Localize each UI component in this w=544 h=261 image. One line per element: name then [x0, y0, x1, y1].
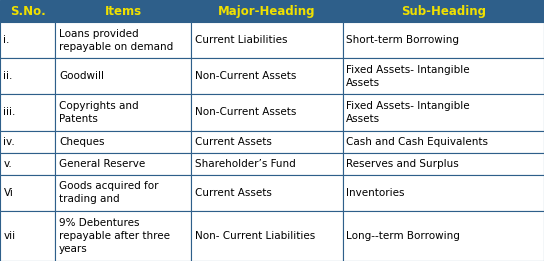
Bar: [0, 130, 55, 153]
Bar: [191, 175, 343, 211]
Bar: [343, 153, 544, 175]
Text: Major-Heading: Major-Heading: [218, 4, 316, 17]
Text: Non-Current Assets: Non-Current Assets: [195, 108, 296, 117]
Bar: [191, 94, 343, 130]
Text: v.: v.: [3, 159, 13, 169]
Text: 9% Debentures
repayable after three
years: 9% Debentures repayable after three year…: [59, 218, 170, 254]
Text: Items: Items: [105, 4, 142, 17]
Text: Current Liabilities: Current Liabilities: [195, 35, 287, 45]
Bar: [191, 130, 343, 153]
Bar: [0, 175, 55, 211]
Text: Short-term Borrowing: Short-term Borrowing: [346, 35, 459, 45]
Text: Shareholder’s Fund: Shareholder’s Fund: [195, 159, 295, 169]
Text: General Reserve: General Reserve: [59, 159, 145, 169]
Bar: [191, 211, 343, 261]
Bar: [343, 94, 544, 130]
Text: Goods acquired for
trading and: Goods acquired for trading and: [59, 181, 158, 204]
Bar: [55, 153, 191, 175]
Text: Long--term Borrowing: Long--term Borrowing: [346, 231, 460, 241]
Text: Non- Current Liabilities: Non- Current Liabilities: [195, 231, 315, 241]
Text: Current Assets: Current Assets: [195, 188, 272, 198]
Bar: [191, 58, 343, 94]
Bar: [0, 211, 55, 261]
Bar: [0, 0, 55, 22]
Bar: [55, 58, 191, 94]
Bar: [0, 58, 55, 94]
Text: Sub-Heading: Sub-Heading: [401, 4, 486, 17]
Bar: [55, 130, 191, 153]
Bar: [55, 211, 191, 261]
Text: iii.: iii.: [3, 108, 16, 117]
Bar: [343, 58, 544, 94]
Text: Loans provided
repayable on demand: Loans provided repayable on demand: [59, 28, 173, 52]
Bar: [191, 0, 343, 22]
Bar: [343, 130, 544, 153]
Text: Copyrights and
Patents: Copyrights and Patents: [59, 101, 139, 124]
Text: Reserves and Surplus: Reserves and Surplus: [346, 159, 459, 169]
Text: Goodwill: Goodwill: [59, 71, 104, 81]
Bar: [0, 94, 55, 130]
Text: Current Assets: Current Assets: [195, 137, 272, 146]
Bar: [0, 153, 55, 175]
Text: Cash and Cash Equivalents: Cash and Cash Equivalents: [346, 137, 488, 146]
Bar: [55, 0, 191, 22]
Text: Cheques: Cheques: [59, 137, 104, 146]
Bar: [191, 22, 343, 58]
Text: i.: i.: [3, 35, 10, 45]
Text: ii.: ii.: [3, 71, 13, 81]
Bar: [55, 94, 191, 130]
Text: Inventories: Inventories: [346, 188, 405, 198]
Text: vii: vii: [3, 231, 16, 241]
Bar: [55, 22, 191, 58]
Bar: [343, 22, 544, 58]
Text: S.No.: S.No.: [10, 4, 46, 17]
Text: Fixed Assets- Intangible
Assets: Fixed Assets- Intangible Assets: [346, 65, 469, 88]
Bar: [343, 175, 544, 211]
Bar: [343, 211, 544, 261]
Text: Non-Current Assets: Non-Current Assets: [195, 71, 296, 81]
Text: Vi: Vi: [3, 188, 14, 198]
Bar: [191, 153, 343, 175]
Bar: [55, 175, 191, 211]
Bar: [343, 0, 544, 22]
Text: Fixed Assets- Intangible
Assets: Fixed Assets- Intangible Assets: [346, 101, 469, 124]
Bar: [0, 22, 55, 58]
Text: iv.: iv.: [3, 137, 15, 146]
